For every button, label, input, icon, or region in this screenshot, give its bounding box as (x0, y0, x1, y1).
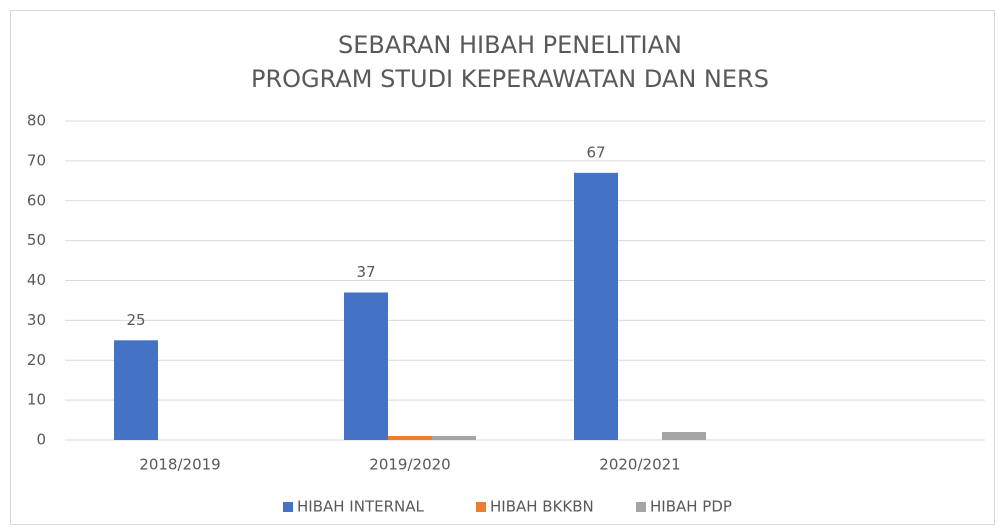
legend-label: HIBAH BKKBN (490, 498, 594, 516)
bar (574, 172, 618, 440)
y-tick-label: 70 (27, 151, 46, 169)
bar (432, 436, 476, 440)
y-tick-label: 10 (27, 391, 46, 409)
bar (388, 436, 432, 440)
y-tick-label: 20 (27, 351, 46, 369)
y-tick-label: 30 (27, 311, 46, 329)
chart-frame (10, 10, 995, 525)
data-label: 25 (126, 311, 145, 329)
y-tick-label: 50 (27, 231, 46, 249)
chart-title: SEBARAN HIBAH PENELITIAN (338, 31, 682, 59)
legend-swatch (476, 502, 486, 512)
chart-title: PROGRAM STUDI KEPERAWATAN DAN NERS (251, 65, 769, 93)
legend-label: HIBAH INTERNAL (297, 498, 424, 516)
x-tick-label: 2019/2020 (369, 456, 450, 474)
legend-swatch (636, 502, 646, 512)
y-tick-label: 60 (27, 191, 46, 209)
legend-swatch (283, 502, 293, 512)
y-tick-label: 80 (27, 112, 46, 130)
data-label: 37 (356, 263, 375, 281)
bar (662, 432, 706, 440)
legend-label: HIBAH PDP (650, 498, 732, 516)
y-tick-label: 0 (36, 431, 46, 449)
bar (114, 340, 158, 440)
x-tick-label: 2020/2021 (599, 456, 680, 474)
data-label: 67 (586, 143, 605, 161)
x-tick-label: 2018/2019 (139, 456, 220, 474)
y-tick-label: 40 (27, 271, 46, 289)
bar (344, 292, 388, 440)
